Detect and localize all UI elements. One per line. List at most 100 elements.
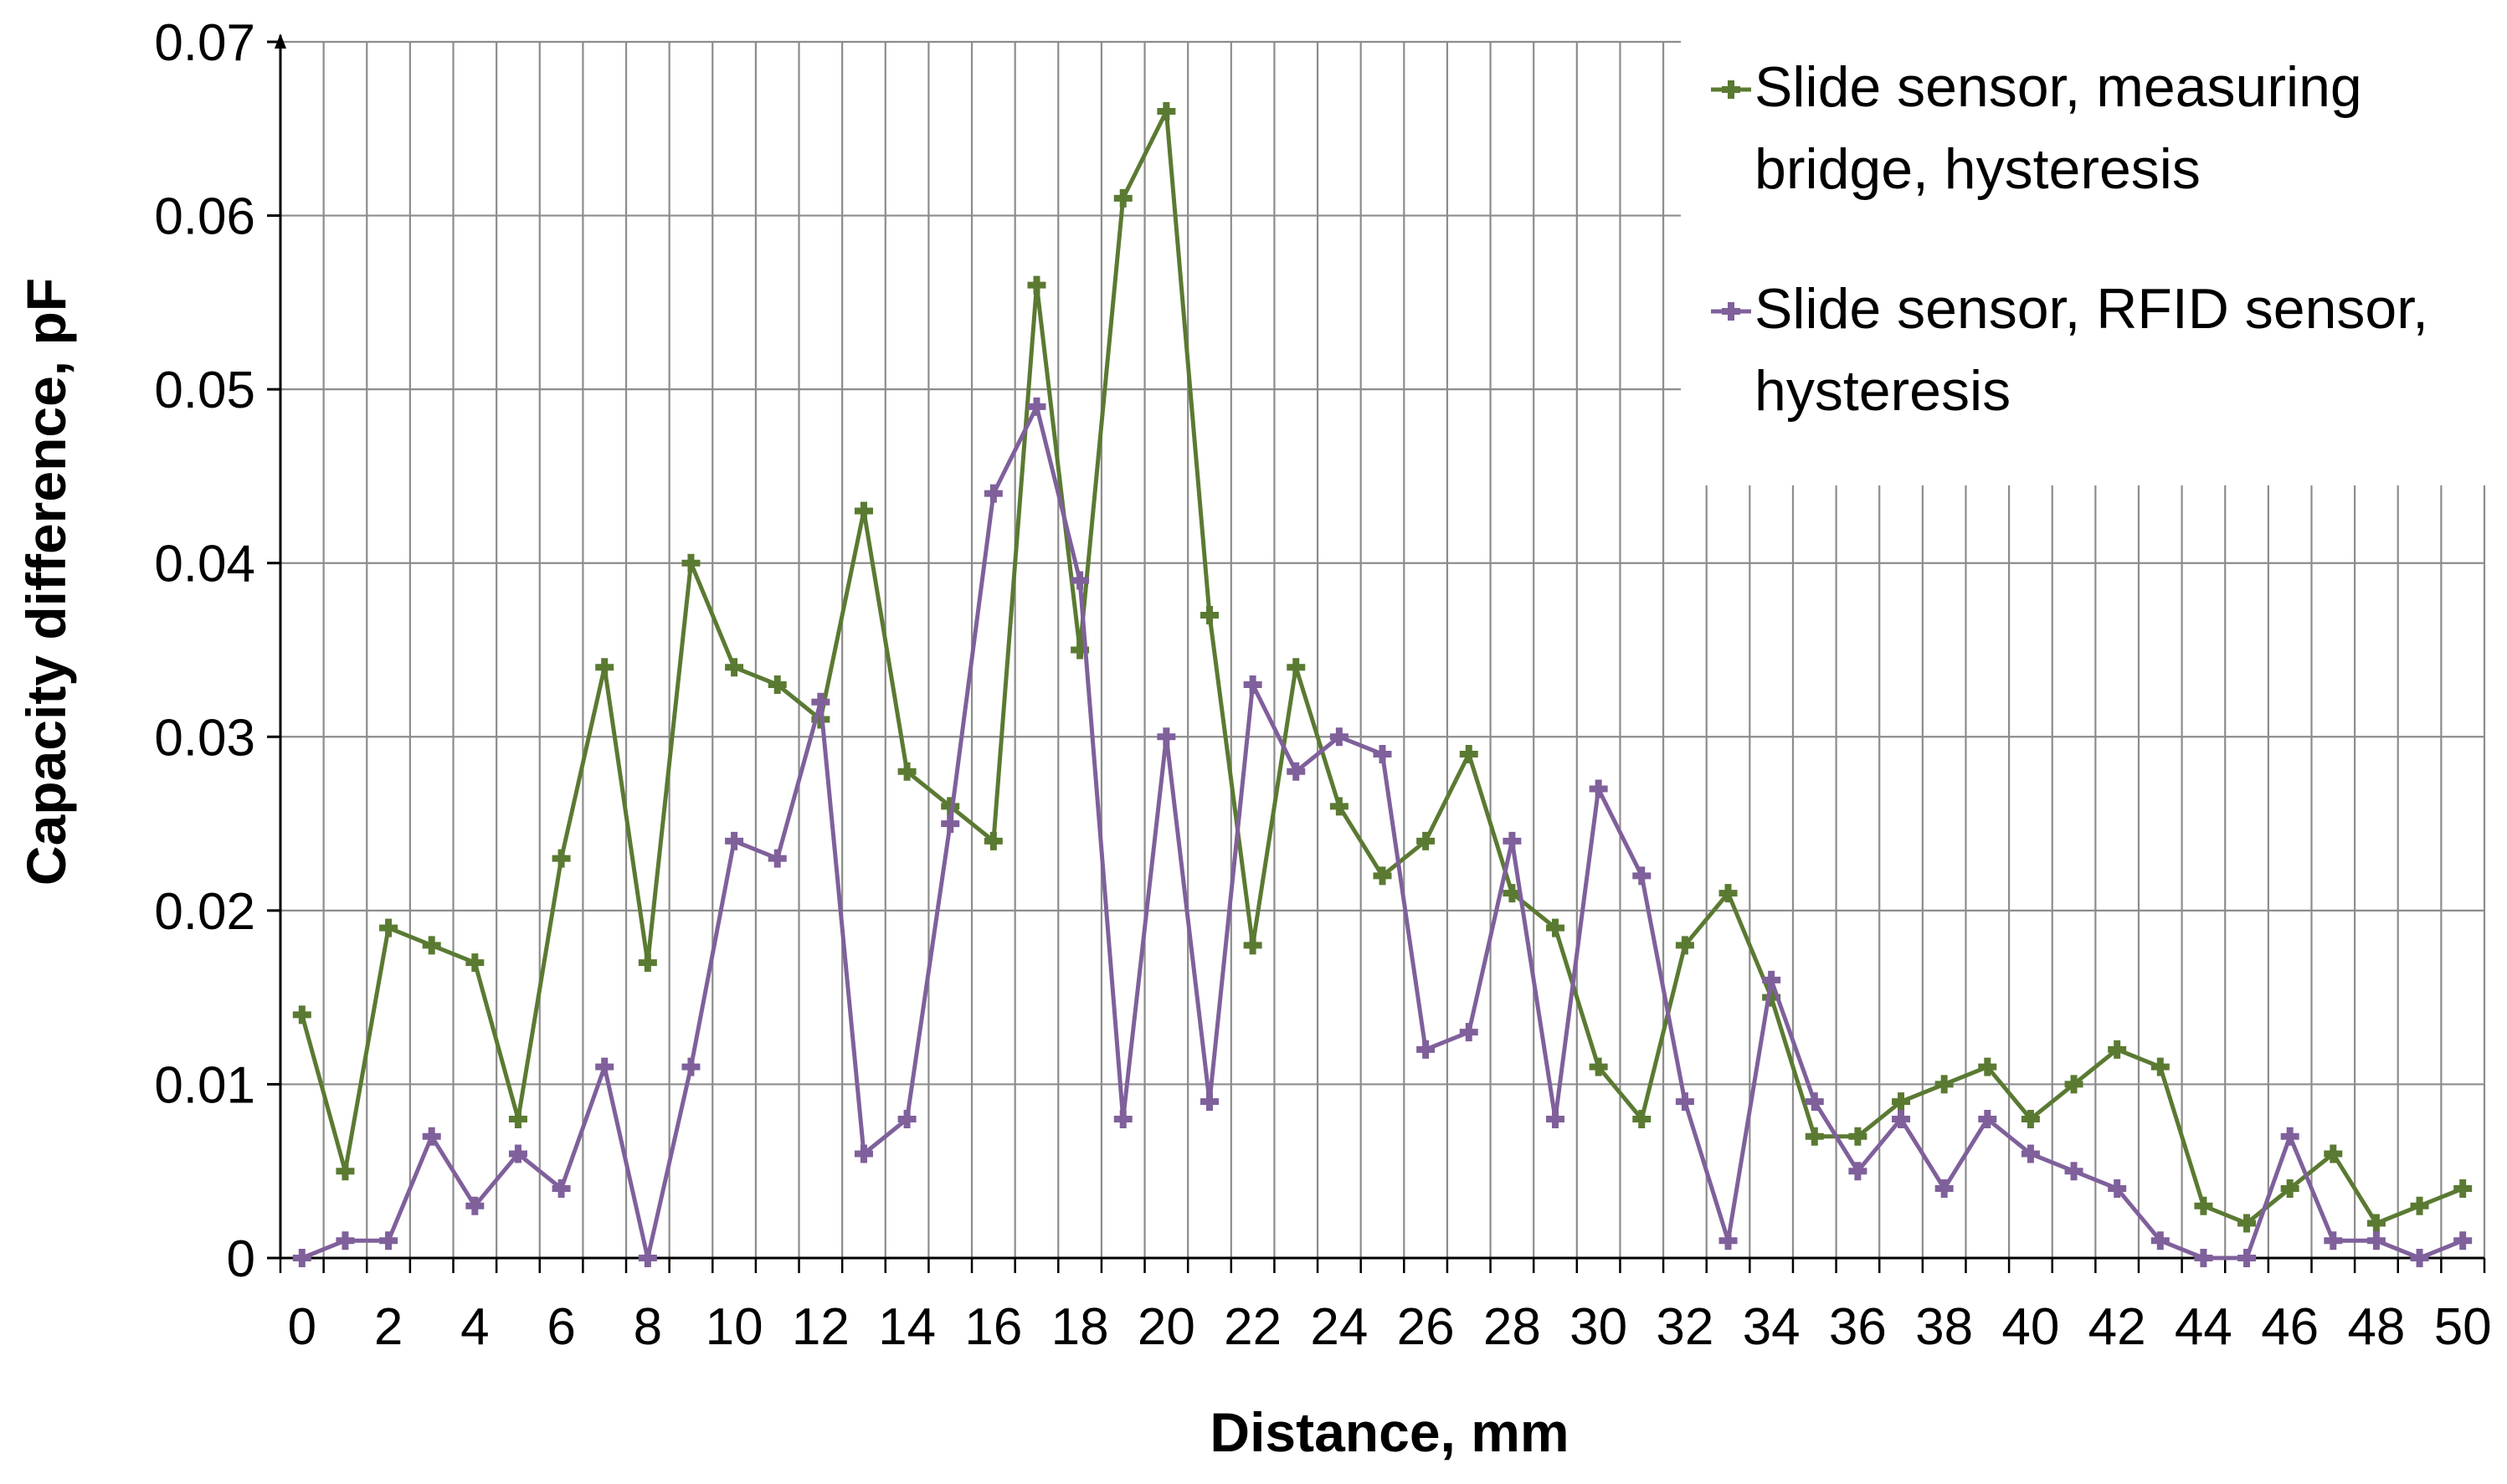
data-point-marker	[1027, 397, 1046, 416]
data-point-marker	[1459, 1023, 1478, 1042]
data-point-marker	[1113, 1109, 1133, 1128]
y-tick-label: 0.06	[154, 188, 255, 246]
y-tick-label: 0.07	[154, 14, 255, 72]
data-point-marker	[2237, 1249, 2257, 1267]
data-point-marker	[1934, 1075, 1954, 1094]
legend-entry-2: Slide sensor, RFID sensor, hysteresis	[1711, 277, 2428, 423]
data-point-marker	[465, 1196, 485, 1215]
legend-label: Slide sensor, RFID sensor,	[1754, 277, 2428, 341]
data-point-marker	[1632, 1109, 1652, 1128]
series-2	[292, 397, 2473, 1267]
data-point-marker	[638, 953, 657, 973]
data-point-marker	[465, 953, 485, 973]
data-point-marker	[638, 1249, 657, 1267]
data-point-marker	[2324, 1144, 2343, 1163]
data-point-marker	[1243, 936, 1262, 955]
x-tick-label: 28	[1483, 1298, 1541, 1356]
data-point-marker	[2150, 1231, 2170, 1250]
data-point-marker	[508, 1144, 527, 1163]
data-point-marker	[2150, 1057, 2170, 1076]
data-point-marker	[2366, 1231, 2386, 1250]
series-layer	[292, 102, 2473, 1267]
data-point-marker	[1200, 1092, 1219, 1112]
data-point-marker	[1978, 1057, 1997, 1076]
x-tick-label: 46	[2261, 1298, 2319, 1356]
data-point-marker	[1157, 102, 1176, 121]
x-tick-label: 24	[1310, 1298, 1368, 1356]
data-point-marker	[1071, 571, 1090, 590]
data-point-marker	[811, 692, 830, 711]
x-tick-label: 6	[547, 1298, 575, 1356]
y-axis-title: Capacity difference, pF	[15, 278, 77, 886]
data-point-marker	[1892, 1109, 1911, 1128]
data-point-marker	[1200, 605, 1219, 624]
data-point-marker	[725, 831, 744, 850]
data-point-marker	[379, 918, 398, 937]
data-point-marker	[292, 1249, 311, 1267]
data-point-marker	[1243, 675, 1262, 695]
data-point-marker	[2410, 1196, 2429, 1215]
data-point-marker	[508, 1109, 527, 1128]
data-point-marker	[595, 658, 614, 677]
data-point-marker	[1157, 727, 1176, 747]
data-point-marker	[2366, 1214, 2386, 1233]
x-tick-label: 10	[706, 1298, 763, 1356]
data-point-marker	[2194, 1249, 2213, 1267]
legend-label: Slide sensor, measuring	[1754, 55, 2362, 119]
x-tick-label: 2	[374, 1298, 403, 1356]
y-tick-label: 0	[227, 1230, 255, 1288]
x-tick-label: 34	[1743, 1298, 1801, 1356]
y-tick-label: 0.04	[154, 536, 255, 593]
data-point-marker	[2280, 1178, 2299, 1198]
data-point-marker	[1589, 779, 1608, 798]
data-point-marker	[552, 849, 571, 868]
x-tick-label: 48	[2347, 1298, 2405, 1356]
legend-entry-1: Slide sensor, measuring bridge, hysteresi…	[1711, 55, 2362, 201]
data-point-marker	[2108, 1040, 2127, 1059]
y-tick-label: 0.02	[154, 883, 255, 941]
data-point-marker	[1287, 762, 1306, 781]
data-point-marker	[2194, 1196, 2213, 1215]
data-point-marker	[854, 501, 873, 521]
data-point-marker	[552, 1178, 571, 1198]
x-tick-label: 18	[1051, 1298, 1109, 1356]
data-point-marker	[1503, 831, 1522, 850]
data-point-marker	[681, 1057, 701, 1076]
data-point-marker	[1416, 1040, 1436, 1059]
x-tick-label: 26	[1397, 1298, 1455, 1356]
x-tick-label: 50	[2434, 1298, 2492, 1356]
legend: Slide sensor, measuring bridge, hysteresi…	[1711, 55, 2428, 423]
x-tick-label: 30	[1569, 1298, 1627, 1356]
data-point-marker	[897, 762, 917, 781]
data-point-marker	[1805, 1092, 1824, 1112]
data-point-marker	[1675, 936, 1694, 955]
data-point-marker	[1718, 884, 1738, 903]
x-tick-label: 8	[634, 1298, 662, 1356]
data-point-marker	[2237, 1214, 2257, 1233]
data-point-marker	[768, 849, 787, 868]
data-point-marker	[854, 1144, 873, 1163]
data-point-marker	[984, 484, 1003, 503]
data-point-marker	[1978, 1109, 1997, 1128]
data-point-marker	[1589, 1057, 1608, 1076]
data-point-marker	[379, 1231, 398, 1250]
data-point-marker	[292, 1005, 311, 1024]
data-point-marker	[1762, 970, 1781, 989]
data-point-marker	[595, 1057, 614, 1076]
data-point-marker	[1718, 1231, 1738, 1250]
data-point-marker	[1632, 866, 1652, 886]
data-point-marker	[1329, 727, 1349, 747]
data-point-marker	[1287, 658, 1306, 677]
data-point-marker	[1805, 1127, 1824, 1146]
data-point-marker	[941, 814, 960, 834]
data-point-marker	[2453, 1231, 2473, 1250]
data-point-marker	[422, 1127, 441, 1146]
data-point-marker	[1113, 188, 1133, 208]
data-point-marker	[1675, 1092, 1694, 1112]
data-point-marker	[1329, 797, 1349, 816]
data-point-marker	[725, 658, 744, 677]
y-tick-label: 0.01	[154, 1056, 255, 1114]
data-point-marker	[1848, 1127, 1867, 1146]
x-axis-title: Distance, mm	[1210, 1401, 1569, 1463]
